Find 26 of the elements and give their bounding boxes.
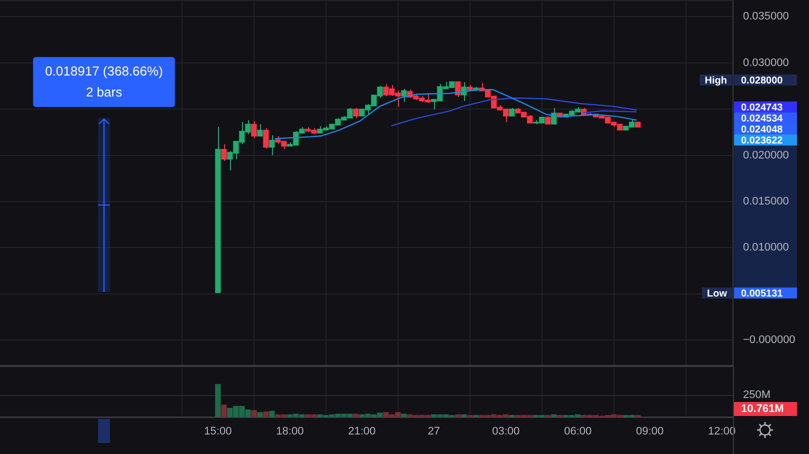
x-tick-label: 27 (428, 426, 440, 438)
text: 0.024534 (741, 113, 784, 124)
x-tick-label: 18:00 (276, 426, 304, 438)
annotation: 0.018917 (368.66%) (45, 64, 163, 79)
text: 10.761M (741, 403, 784, 416)
x-tick-label: 21:00 (348, 426, 376, 438)
x-tick-label: 12:00 (708, 426, 736, 438)
y-tick-label: 0.010000 (743, 242, 789, 254)
x-tick-label: 09:00 (636, 426, 664, 438)
annotation: Low (707, 288, 728, 300)
text: 0.005131 (741, 288, 784, 300)
annotation: High (704, 75, 727, 86)
y-tick-label: 0.015000 (743, 196, 789, 208)
text: 0.024743 (741, 102, 784, 114)
text: 0.023622 (741, 135, 784, 146)
ref-line-label: 250M (743, 388, 771, 401)
x-tick-label: 03:00 (492, 426, 520, 438)
y-tick-label: −0.000000 (743, 334, 796, 346)
text: 0.028000 (741, 75, 784, 86)
x-tick-label: 06:00 (564, 426, 592, 438)
text: 0.024048 (741, 124, 784, 136)
y-tick-label: 0.020000 (743, 149, 789, 162)
x-tick-label: 15:00 (204, 426, 232, 438)
annotation: 2 bars (86, 84, 123, 100)
y-tick-label: 0.035000 (743, 10, 789, 23)
y-tick-label: 0.030000 (743, 56, 789, 69)
